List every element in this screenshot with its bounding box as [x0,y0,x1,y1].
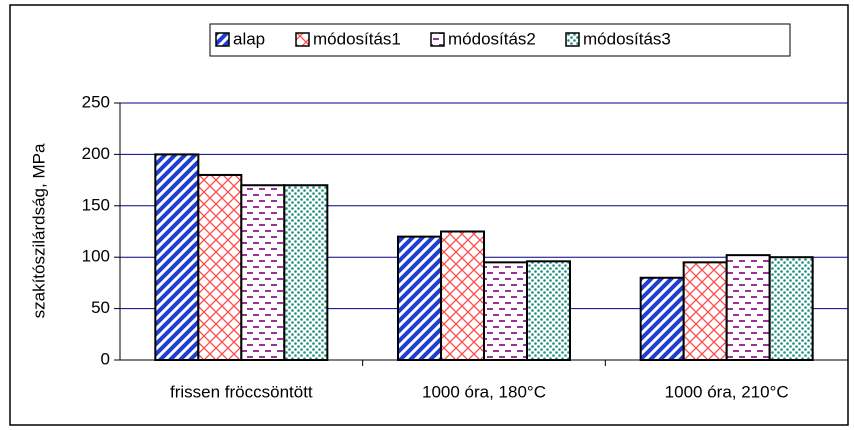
y-tick-label: 200 [82,144,110,163]
y-tick-label: 0 [101,349,110,368]
y-tick-label: 150 [82,195,110,214]
legend-label: módosítás2 [448,29,536,48]
legend-swatch [565,32,580,47]
x-tick-label: 1000 óra, 180°C [422,382,546,401]
y-tick-label: 250 [82,92,110,111]
legend-swatch [215,32,230,47]
x-tick-label: frissen fröccsöntött [170,382,313,401]
legend-label: módosítás1 [313,29,401,48]
bar [725,254,771,361]
bar [397,235,442,361]
y-tick-label: 100 [82,247,110,266]
bar [682,261,728,361]
bar [240,184,286,361]
bar [440,230,485,361]
bar [283,184,329,361]
bar [154,153,200,361]
bar [483,261,528,361]
y-tick-label: 50 [91,298,110,317]
bar [639,276,685,362]
legend-swatch [430,32,445,47]
bar [526,260,571,362]
y-axis-label: szakítószilárdság, MPa [29,143,48,318]
legend-label: alap [233,29,265,48]
bar [197,173,243,361]
chart-frame [9,4,849,426]
legend-label: módosítás3 [583,29,671,48]
legend-swatch [295,32,310,47]
x-tick-label: 1000 óra, 210°C [665,382,789,401]
bar [768,256,814,362]
